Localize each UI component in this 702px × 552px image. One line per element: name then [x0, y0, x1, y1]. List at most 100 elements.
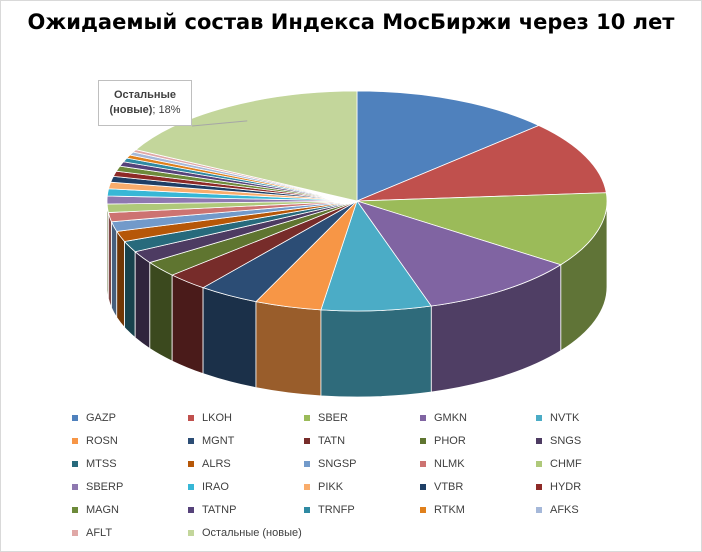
callout-name-line1: Остальные [113, 89, 177, 101]
pie-side-ROSN [255, 301, 322, 397]
legend-item-SNGSP: SNGSP [304, 456, 420, 472]
legend: GAZP LKOH SBER GMKN NVTK ROSN MGNT TATN PHOR SNGS… [72, 410, 672, 541]
legend-label: NVTK [550, 412, 580, 424]
legend-swatch [188, 461, 194, 467]
legend-swatch [304, 461, 310, 467]
legend-label: TATN [318, 435, 346, 447]
legend-item-PIKK: PIKK [304, 479, 420, 495]
legend-label: CHMF [550, 458, 582, 470]
legend-swatch [536, 484, 542, 490]
data-callout-others: Остальные (новые); 18% [98, 80, 192, 126]
legend-item-TATNP: TATNP [188, 502, 304, 518]
legend-label: MGNT [202, 435, 235, 447]
pie-side-TATN [171, 274, 204, 375]
legend-swatch [420, 484, 426, 490]
legend-item-LKOH: LKOH [188, 410, 304, 426]
pie-side-ALRS [116, 230, 125, 329]
legend-swatch [420, 438, 426, 444]
legend-swatch [536, 438, 542, 444]
pie-slice-SBER [356, 192, 608, 266]
legend-label: ALRS [202, 458, 231, 470]
legend-swatch [304, 438, 310, 444]
legend-swatch [536, 461, 542, 467]
legend-swatch [72, 461, 78, 467]
legend-item-MAGN: MAGN [72, 502, 188, 518]
legend-swatch [188, 438, 194, 444]
legend-swatch [536, 507, 542, 513]
legend-label: Остальные (новые) [202, 527, 302, 539]
legend-item-MGNT: MGNT [188, 433, 304, 449]
chart-title: Ожидаемый состав Индекса МосБиржи через … [27, 10, 675, 34]
legend-label: SBER [318, 412, 348, 424]
legend-swatch [72, 530, 78, 536]
legend-swatch [420, 461, 426, 467]
legend-swatch [420, 507, 426, 513]
pie-side-MGNT [202, 287, 257, 389]
legend-label: RTKM [434, 504, 465, 516]
legend-swatch [536, 415, 542, 421]
legend-swatch [304, 507, 310, 513]
pie-slice-LKOH [356, 125, 607, 202]
legend-item-SBER: SBER [304, 410, 420, 426]
legend-label: LKOH [202, 412, 232, 424]
legend-item-ALRS: ALRS [188, 456, 304, 472]
legend-item-AFLT: AFLT [72, 525, 188, 541]
pie-side-MTSS [124, 240, 136, 339]
legend-item-NLMK: NLMK [420, 456, 536, 472]
legend-swatch [304, 484, 310, 490]
legend-label: TATNP [202, 504, 237, 516]
legend-swatch [72, 484, 78, 490]
legend-label: VTBR [434, 481, 464, 493]
legend-label: AFKS [550, 504, 579, 516]
legend-item-TATN: TATN [304, 433, 420, 449]
legend-item-AFKS: AFKS [536, 502, 652, 518]
callout-name-line2: (новые) [109, 104, 153, 116]
legend-swatch [188, 484, 194, 490]
legend-label: SNGSP [318, 458, 357, 470]
legend-label: ROSN [86, 435, 118, 447]
legend-item-IRAO: IRAO [188, 479, 304, 495]
legend-item-PHOR: PHOR [420, 433, 536, 449]
callout-leader-line [191, 120, 248, 127]
legend-label: AFLT [86, 527, 113, 539]
legend-item-SBERP: SBERP [72, 479, 188, 495]
legend-label: GMKN [434, 412, 467, 424]
legend-item-SNGS: SNGS [536, 433, 652, 449]
legend-item-VTBR: VTBR [420, 479, 536, 495]
legend-label: TRNFP [318, 504, 355, 516]
legend-swatch [188, 507, 194, 513]
pie-side-NLMK [107, 212, 112, 308]
legend-swatch [420, 415, 426, 421]
legend-label: GAZP [86, 412, 116, 424]
pie-side-NVTK [320, 305, 432, 398]
pie-slice-GAZP [356, 90, 540, 202]
legend-swatch [304, 415, 310, 421]
legend-item-TRNFP: TRNFP [304, 502, 420, 518]
pie-slice-GMKN [355, 200, 562, 307]
pie-side-SNGS [134, 250, 151, 350]
legend-item-ROSN: ROSN [72, 433, 188, 449]
legend-label: MAGN [86, 504, 119, 516]
pie-side-PHOR [149, 261, 173, 362]
legend-item-GMKN: GMKN [420, 410, 536, 426]
legend-label: PIKK [318, 481, 344, 493]
pie-slice-NVTK [320, 200, 432, 312]
legend-item-CHMF: CHMF [536, 456, 652, 472]
legend-swatch [72, 415, 78, 421]
legend-label: NLMK [434, 458, 465, 470]
legend-swatch [188, 530, 194, 536]
legend-label: PHOR [434, 435, 466, 447]
legend-label: SNGS [550, 435, 582, 447]
legend-item-GAZP: GAZP [72, 410, 188, 426]
callout-value: 18% [158, 104, 181, 116]
legend-swatch [188, 415, 194, 421]
legend-swatch [72, 507, 78, 513]
legend-item-RTKM: RTKM [420, 502, 536, 518]
legend-item-MTSS: MTSS [72, 456, 188, 472]
legend-label: MTSS [86, 458, 117, 470]
legend-item-HYDR: HYDR [536, 479, 652, 495]
pie-side-SNGSP [111, 221, 118, 319]
legend-swatch [72, 438, 78, 444]
legend-label: HYDR [550, 481, 582, 493]
